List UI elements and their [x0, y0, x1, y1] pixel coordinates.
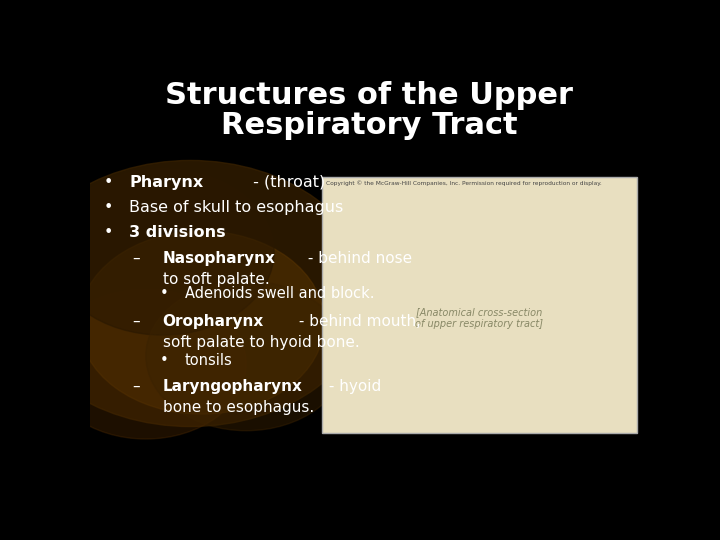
Text: - behind nose: - behind nose — [303, 251, 413, 266]
Text: •: • — [104, 200, 113, 215]
Text: –: – — [132, 314, 140, 329]
Text: Respiratory Tract: Respiratory Tract — [221, 111, 517, 140]
Text: bone to esophagus.: bone to esophagus. — [163, 400, 314, 415]
Text: •: • — [160, 353, 168, 368]
Text: Oropharynx: Oropharynx — [163, 314, 264, 329]
Circle shape — [12, 160, 369, 427]
Text: soft palate to hyoid bone.: soft palate to hyoid bone. — [163, 335, 359, 350]
Text: –: – — [132, 251, 140, 266]
Text: Structures of the Upper: Structures of the Upper — [165, 82, 573, 111]
Text: •: • — [104, 225, 113, 240]
Text: Base of skull to esophagus: Base of skull to esophagus — [129, 200, 343, 215]
Text: Laryngopharynx: Laryngopharynx — [163, 379, 302, 394]
Text: Pharynx: Pharynx — [129, 175, 203, 190]
Text: Copyright © the McGraw-Hill Companies, Inc. Permission required for reproduction: Copyright © the McGraw-Hill Companies, I… — [326, 180, 602, 186]
Text: 3 divisions: 3 divisions — [129, 225, 225, 240]
Circle shape — [79, 231, 324, 414]
Text: •: • — [160, 286, 168, 301]
Text: •: • — [104, 175, 113, 190]
Text: [Anatomical cross-section
of upper respiratory tract]: [Anatomical cross-section of upper respi… — [415, 307, 543, 328]
Text: - hyoid: - hyoid — [325, 379, 382, 394]
Text: tonsils: tonsils — [185, 353, 233, 368]
FancyBboxPatch shape — [322, 177, 637, 433]
Circle shape — [145, 281, 347, 431]
Text: Adenoids swell and block.: Adenoids swell and block. — [185, 286, 374, 301]
Text: Nasopharynx: Nasopharynx — [163, 251, 276, 266]
Circle shape — [51, 168, 274, 335]
Text: - (throat): - (throat) — [248, 175, 325, 190]
Circle shape — [45, 289, 246, 439]
Text: - behind mouth,: - behind mouth, — [294, 314, 421, 329]
Text: to soft palate.: to soft palate. — [163, 272, 269, 287]
Text: –: – — [132, 379, 140, 394]
